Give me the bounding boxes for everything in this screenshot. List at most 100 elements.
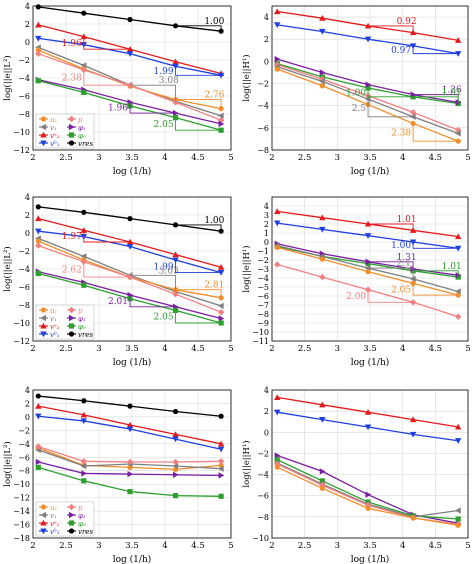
legend-label-vres: vres <box>78 140 93 148</box>
rate-label: 1.31 <box>397 253 417 263</box>
x-tick-label: 3.5 <box>363 541 377 551</box>
rate-annotation: 1.01 <box>413 262 462 278</box>
x-tick-label: 2.5 <box>298 344 312 354</box>
rate-annotation: 1.99 <box>154 260 222 274</box>
x-tick-label: 4.5 <box>191 344 205 354</box>
rate-triangle <box>83 36 131 50</box>
data-point-p <box>319 273 326 281</box>
data-point-vA2 <box>172 58 179 65</box>
y-tick-label: −6 <box>18 453 30 462</box>
series-vres <box>35 4 224 34</box>
chart-panel-5: 2 2.5 3 3.5 4 4.5 5 4 2 0 −2 −4 −6 −8 −10 −12 −14 −16 −18 l… <box>2 386 234 564</box>
x-tick-label: 3.5 <box>125 344 139 354</box>
data-point-vA2 <box>172 431 179 437</box>
data-point-p <box>35 443 42 450</box>
rate-label: 2.05 <box>391 285 411 295</box>
y-tick-label: −10 <box>252 328 269 337</box>
data-point-vA2 <box>319 14 326 21</box>
x-tick-label: 3.5 <box>363 344 377 354</box>
legend-marker-phi1 <box>68 511 75 519</box>
rate-triangle <box>413 270 459 278</box>
data-point-vA2 <box>364 409 372 415</box>
rate-label: 2.00 <box>346 292 366 302</box>
rate-triangle <box>412 123 459 142</box>
rate-label: 2.1 <box>397 259 411 269</box>
y-tick-label: 4 <box>264 386 269 395</box>
chart-panel-2: 2 2.5 3 3.5 4 4.5 5 4 2 0 −2 −4 −6 −8 0.92 0.97 1.00 1.26… <box>241 5 471 177</box>
data-point-phi <box>172 493 179 499</box>
legend-label-phi: φ₀ <box>78 323 86 331</box>
chart-panel-4: 2 2.5 3 3.5 4 4.5 543210−1−2−3−4−5−6−7−8−9−10−… <box>241 196 471 368</box>
rate-label: 1.00 <box>346 88 366 98</box>
x-axis-label: log (1/h) <box>113 166 152 177</box>
y-tick-label: 4 <box>25 386 30 395</box>
data-point-p <box>35 242 42 249</box>
x-tick-label: 3 <box>335 153 340 163</box>
data-point-p <box>274 261 281 268</box>
data-point-v <box>455 507 461 514</box>
x-tick-label: 4 <box>162 344 167 354</box>
rate-annotation: 2.05 <box>154 310 222 324</box>
y-axis-label: log(||e||H¹) <box>241 54 252 101</box>
rate-triangle <box>129 295 176 308</box>
y-tick-label: −12 <box>13 146 30 155</box>
y-tick-label: −4 <box>257 274 269 283</box>
legend-marker-p <box>68 115 75 123</box>
plot-frame <box>32 389 232 539</box>
data-point-u <box>365 505 371 511</box>
data-point-phi1 <box>319 468 326 475</box>
rate-label: 1.99 <box>154 262 174 272</box>
data-point-p <box>35 50 42 57</box>
rate-triangle <box>175 310 222 324</box>
y-tick-label: −2 <box>18 56 30 65</box>
y-tick-label: −9 <box>257 319 269 328</box>
legend-label-u: u₁ <box>50 504 58 512</box>
data-point-phi1 <box>319 69 326 76</box>
data-point-v <box>80 462 87 470</box>
rate-triangle <box>175 224 222 232</box>
chart-panel-3: 2 2.5 3 3.5 4 4.5 5 4 2 0 −2 −4 −6 −8 −10 −12 1.00 1.97 3.… <box>2 193 234 368</box>
x-tick-label: 4 <box>400 541 405 551</box>
data-point-vB1 <box>319 417 326 423</box>
y-tick-label: −4 <box>18 74 30 83</box>
rate-annotation: 2.62 <box>62 261 131 278</box>
x-tick-label: 3 <box>335 541 340 551</box>
data-point-phi <box>35 464 41 470</box>
rate-label: 2.76 <box>204 91 224 101</box>
rate-label: 1.26 <box>442 86 462 96</box>
data-point-phi1 <box>218 315 225 322</box>
rate-label: 1.00 <box>204 216 224 226</box>
y-tick-label: −2 <box>18 426 30 435</box>
rate-annotation: 1.00 <box>175 216 225 232</box>
legend-label-vA2: vᵃ₂ <box>50 323 60 331</box>
data-point-vres <box>172 408 179 415</box>
rate-annotation: 2.01 <box>108 295 176 308</box>
legend-label-u: u₁ <box>50 116 58 124</box>
legend-label-vA2: vᵃ₂ <box>50 132 60 140</box>
data-point-vA2 <box>274 8 281 15</box>
data-point-vA2 <box>172 251 179 258</box>
plot-frame <box>32 5 232 151</box>
data-point-vB1 <box>455 438 462 444</box>
rate-annotation: 2.05 <box>391 283 459 296</box>
rate-annotation: 2.38 <box>62 69 131 86</box>
y-tick-label: 0 <box>25 229 30 238</box>
data-point-phi <box>365 261 371 267</box>
y-tick-label: −2 <box>257 80 269 89</box>
y-tick-label: −8 <box>257 310 269 319</box>
data-point-p <box>217 309 225 316</box>
rate-label: 1.01 <box>442 88 462 98</box>
data-point-vres <box>81 398 87 404</box>
series-vB1 <box>274 409 462 444</box>
data-point-vA2 <box>126 421 134 428</box>
data-point-phi1 <box>274 452 281 459</box>
data-point-vA2 <box>409 416 417 423</box>
legend-label-phi: φ₀ <box>78 520 86 528</box>
chart-panel-6: 2 2.5 3 3.5 4 4.5 5 4 2 0 −2 −4 −6 −8 −10 log (1/h) log(… <box>241 386 471 564</box>
y-tick-label: −10 <box>13 480 30 489</box>
y-tick-label: −10 <box>13 128 30 137</box>
data-point-phi <box>81 282 87 288</box>
x-tick-label: 4.5 <box>191 541 205 551</box>
y-tick-label: −8 <box>18 467 30 476</box>
